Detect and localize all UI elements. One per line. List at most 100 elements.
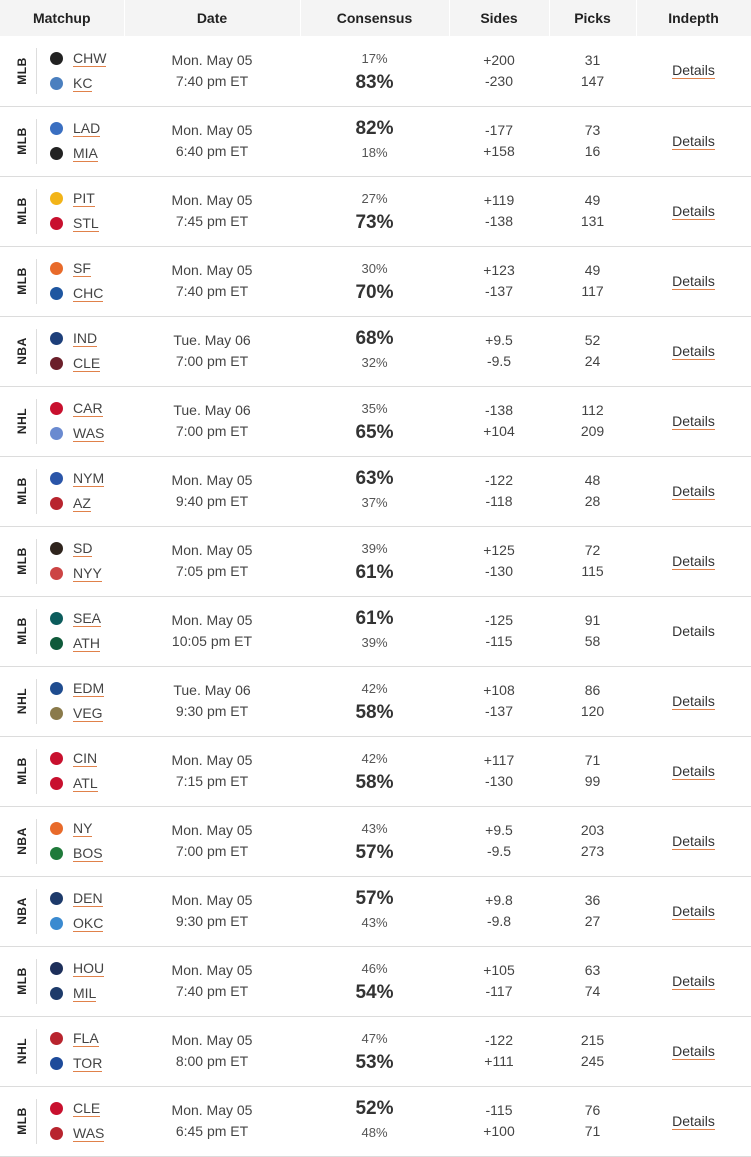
details-link[interactable]: Details <box>672 972 715 990</box>
details-link[interactable]: Details <box>672 902 715 920</box>
home-team-link[interactable]: OKC <box>73 915 104 932</box>
indepth-cell: Details <box>636 456 751 526</box>
padres-icon <box>50 542 63 555</box>
home-team-link[interactable]: MIA <box>73 145 98 162</box>
away-side: +117 <box>483 752 515 768</box>
home-team: VEG <box>50 704 124 723</box>
game-day: Mon. May 05 <box>171 1032 253 1048</box>
home-team: BOS <box>50 844 124 863</box>
indepth-cell: Details <box>636 316 751 386</box>
sides-cell: -122 +111 <box>449 1016 549 1086</box>
details-link[interactable]: Details <box>672 202 715 220</box>
consensus-cell: 61% 39% <box>300 596 449 666</box>
away-picks: 31 <box>584 51 601 68</box>
away-team-link[interactable]: SD <box>73 540 93 557</box>
details-link[interactable]: Details <box>672 132 715 150</box>
header-matchup[interactable]: Matchup <box>0 0 125 36</box>
details-link[interactable]: Details <box>672 1042 715 1060</box>
oilers-icon <box>50 682 63 695</box>
home-team-link[interactable]: ATH <box>73 635 100 652</box>
picks-cell: 49 117 <box>549 246 636 316</box>
game-day: Mon. May 05 <box>171 962 253 978</box>
header-indepth[interactable]: Indepth <box>636 0 751 36</box>
home-team-link[interactable]: WAS <box>73 1125 105 1142</box>
details-link[interactable]: Details <box>672 62 715 80</box>
home-team-link[interactable]: NYY <box>73 565 102 582</box>
home-team-link[interactable]: AZ <box>73 495 91 512</box>
home-team: ATL <box>50 774 124 793</box>
away-team-link[interactable]: FLA <box>73 1030 99 1047</box>
table-row: NHL EDM VEG Tue. May 06 9:30 pm ET 42% 5… <box>0 666 751 736</box>
home-team-link[interactable]: KC <box>73 74 93 92</box>
away-team-link[interactable]: DEN <box>73 890 103 907</box>
details-link[interactable]: Details <box>672 412 715 430</box>
home-team-link[interactable]: TOR <box>73 1055 103 1072</box>
away-team-link[interactable]: NY <box>73 820 93 837</box>
away-team-link[interactable]: SEA <box>73 610 102 627</box>
away-team-link[interactable]: SF <box>73 260 91 277</box>
away-team-link[interactable]: PIT <box>73 190 95 207</box>
away-team-link[interactable]: EDM <box>73 680 105 697</box>
details-link[interactable]: Details <box>672 552 715 570</box>
home-picks: 99 <box>584 773 601 789</box>
home-team-link[interactable]: CHC <box>73 285 104 302</box>
game-day: Tue. May 06 <box>173 402 251 418</box>
white-sox-icon <box>50 51 63 65</box>
home-team-link[interactable]: BOS <box>73 845 103 862</box>
details-link[interactable]: Details <box>672 623 715 639</box>
header-consensus[interactable]: Consensus <box>300 0 450 36</box>
away-team-link[interactable]: HOU <box>73 960 105 977</box>
home-team-link[interactable]: MIL <box>73 985 97 1002</box>
away-team-link[interactable]: LAD <box>73 120 101 137</box>
team-list: CAR WAS <box>50 399 124 443</box>
away-team-link[interactable]: CIN <box>73 750 98 767</box>
away-picks: 112 <box>581 402 604 418</box>
away-team-link[interactable]: NYM <box>73 470 105 487</box>
indepth-cell: Details <box>636 176 751 246</box>
team-list: SEA ATH <box>50 609 124 653</box>
game-day: Mon. May 05 <box>171 1102 253 1118</box>
away-team: NY <box>50 819 124 838</box>
home-consensus: 32% <box>361 355 388 370</box>
away-consensus: 43% <box>361 821 388 836</box>
away-side: -177 <box>484 122 514 138</box>
home-team-link[interactable]: WAS <box>73 425 105 442</box>
home-team-link[interactable]: STL <box>73 215 99 232</box>
header-date[interactable]: Date <box>124 0 301 36</box>
away-team-link[interactable]: CAR <box>73 400 103 417</box>
home-side: -137 <box>484 703 514 719</box>
home-team-link[interactable]: VEG <box>73 705 103 722</box>
matchup-cell: NBA DEN OKC <box>0 876 124 946</box>
team-list: NY BOS <box>50 819 124 863</box>
header-picks[interactable]: Picks <box>549 0 637 36</box>
details-link[interactable]: Details <box>672 692 715 710</box>
home-team-link[interactable]: CLE <box>73 355 101 372</box>
header-sides[interactable]: Sides <box>449 0 550 36</box>
away-picks: 215 <box>580 1032 605 1048</box>
details-link[interactable]: Details <box>672 1112 715 1130</box>
table-body: MLB CHW KC Mon. May 05 7:40 pm ET 17% 83… <box>0 36 751 1156</box>
away-picks: 71 <box>584 752 601 768</box>
home-consensus: 39% <box>361 635 388 650</box>
home-consensus: 18% <box>361 145 388 160</box>
details-link[interactable]: Details <box>672 482 715 500</box>
away-team-link[interactable]: CLE <box>73 1100 101 1117</box>
picks-cell: 31 147 <box>549 36 636 106</box>
away-team-link[interactable]: IND <box>73 330 98 347</box>
home-picks: 74 <box>584 983 601 999</box>
details-link[interactable]: Details <box>672 832 715 850</box>
game-day: Mon. May 05 <box>171 542 253 558</box>
away-team-link[interactable]: CHW <box>73 49 107 67</box>
picks-cell: 63 74 <box>549 946 636 1016</box>
date-cell: Mon. May 05 6:45 pm ET <box>124 1086 300 1156</box>
sides-cell: +117 -130 <box>449 736 549 806</box>
team-list: NYM AZ <box>50 469 124 513</box>
details-link[interactable]: Details <box>672 342 715 360</box>
date-cell: Mon. May 05 7:15 pm ET <box>124 736 300 806</box>
details-link[interactable]: Details <box>672 272 715 290</box>
home-team-link[interactable]: ATL <box>73 775 98 792</box>
matchup-cell: MLB CIN ATL <box>0 736 124 806</box>
consensus-cell: 17% 83% <box>300 36 449 106</box>
picks-cell: 36 27 <box>549 876 636 946</box>
details-link[interactable]: Details <box>672 762 715 780</box>
